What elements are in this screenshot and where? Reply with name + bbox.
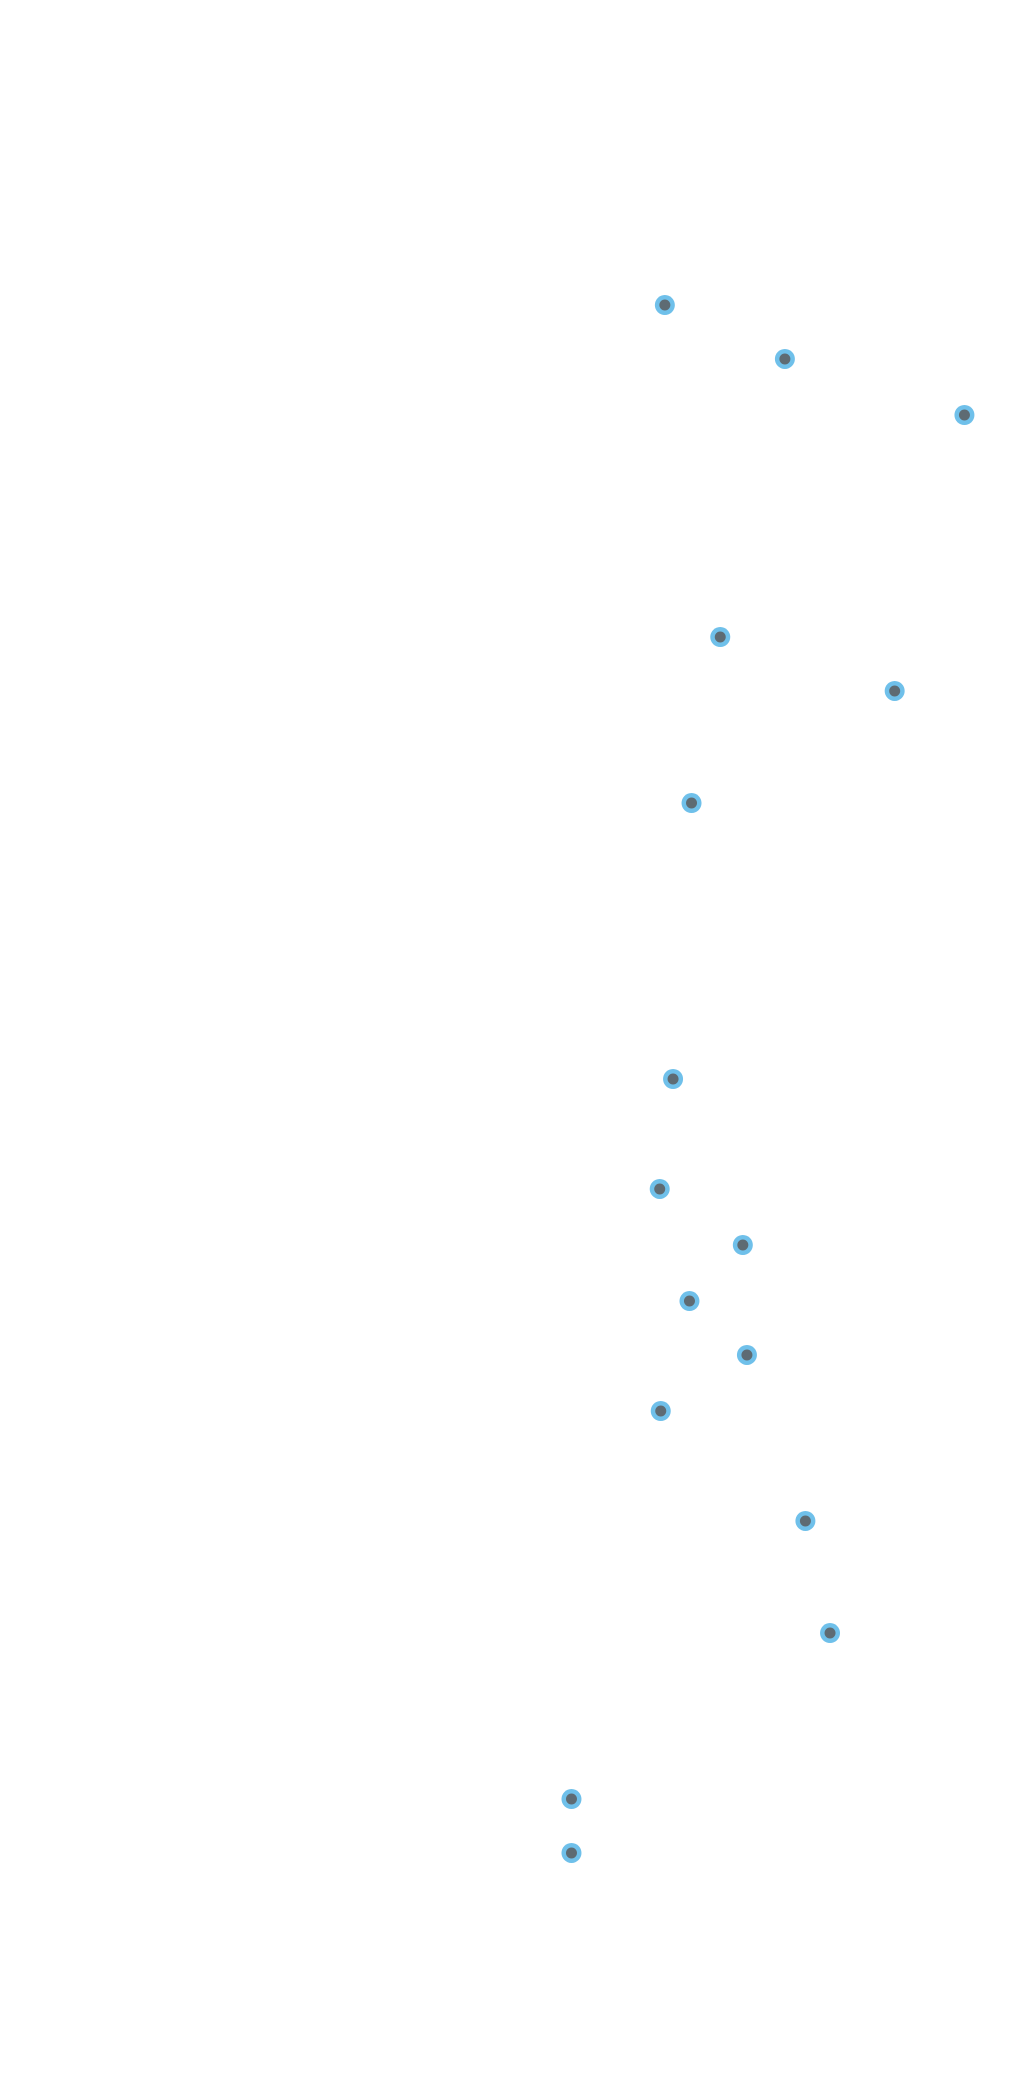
- scatter-point-center: [667, 1073, 679, 1085]
- scatter-point-center: [655, 1405, 667, 1417]
- scatter-point: [654, 295, 675, 316]
- scatter-point-center: [714, 631, 726, 643]
- scatter-point-center: [889, 685, 901, 697]
- scatter-point: [795, 1510, 816, 1531]
- scatter-point-center: [958, 409, 970, 421]
- scatter-point: [884, 680, 905, 701]
- scatter-point-center: [565, 1793, 577, 1805]
- scatter-point-center: [565, 1847, 577, 1859]
- scatter-point: [736, 1344, 757, 1365]
- scatter-point-center: [654, 1183, 666, 1195]
- scatter-point-center: [686, 797, 698, 809]
- scatter-point-center: [779, 353, 791, 365]
- scatter-point: [681, 793, 702, 814]
- scatter-point-center: [824, 1627, 836, 1639]
- scatter-point: [663, 1069, 684, 1089]
- scatter-point: [954, 405, 975, 425]
- scatter-point-center: [799, 1515, 811, 1527]
- data-points: [561, 295, 975, 1863]
- scatter-point: [561, 1789, 582, 1810]
- scatter-point-center: [737, 1239, 749, 1251]
- scatter-point-center: [741, 1349, 753, 1361]
- scatter-point: [732, 1235, 753, 1255]
- scatter-point: [650, 1401, 671, 1421]
- scatter-point-center: [683, 1295, 695, 1307]
- scatter-point: [561, 1842, 582, 1863]
- scatter-point: [679, 1291, 700, 1312]
- scatter-point: [649, 1178, 670, 1199]
- scatter-point: [710, 627, 731, 648]
- scatter-point: [774, 348, 795, 369]
- scatter-point: [820, 1623, 841, 1644]
- scatter-point-center: [659, 299, 671, 311]
